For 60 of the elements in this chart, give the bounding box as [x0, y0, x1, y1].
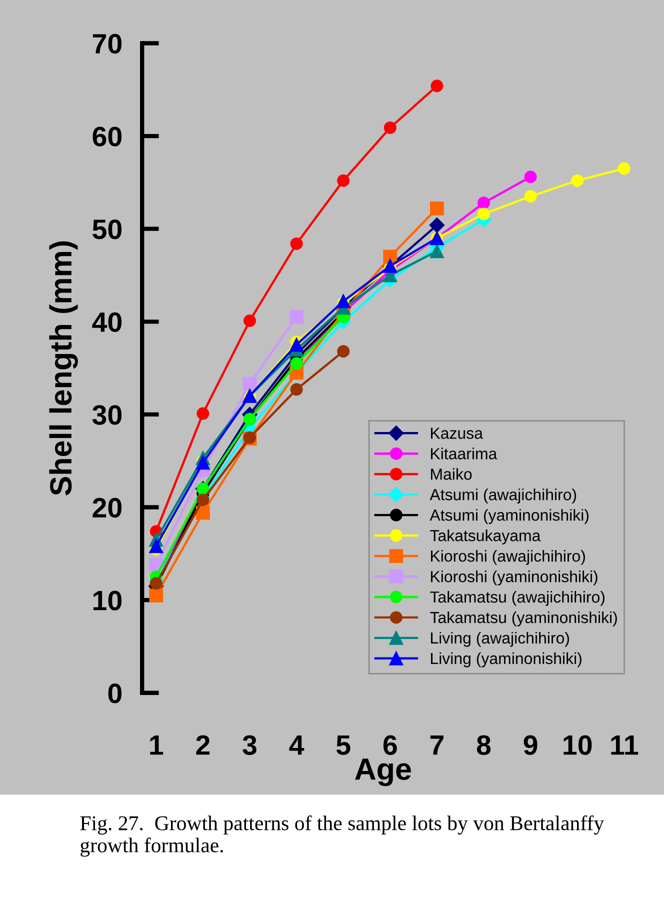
point — [429, 218, 445, 233]
x-tick-label: 11 — [611, 736, 638, 755]
point — [571, 174, 584, 187]
y-tick-label: 50 — [92, 220, 122, 240]
legend-label: Living (yaminonishiki) — [431, 652, 582, 668]
point — [478, 196, 490, 210]
point — [337, 174, 350, 187]
x-tick-label: 1 — [150, 736, 164, 755]
point — [242, 376, 257, 391]
point — [430, 80, 444, 92]
x-tick-label: 7 — [430, 736, 444, 755]
point — [196, 456, 210, 470]
point — [196, 506, 210, 520]
y-tick-label: 70 — [92, 34, 122, 54]
point — [337, 345, 350, 358]
legend-label: Takatsukayama — [430, 530, 541, 544]
x-tick-label: 2 — [196, 735, 210, 755]
legend-label: Atsumi (awajichihiro) — [430, 488, 576, 504]
x-tick-label: 3 — [242, 735, 256, 755]
x-tick-label: 4 — [289, 736, 304, 755]
point — [290, 310, 304, 324]
legend-label: Kioroshi (awajichihiro) — [431, 550, 585, 565]
point — [149, 588, 164, 602]
x-tick-label: 5 — [336, 736, 350, 755]
point — [524, 170, 537, 184]
y-tick-label: 40 — [92, 312, 122, 332]
point — [290, 237, 303, 250]
legend-label: Kioroshi (yaminonishiki) — [431, 570, 598, 586]
legend-label: Takamatsu (awajichihiro) — [430, 590, 604, 606]
caption: Fig. 27. Growth patterns of the sample lots by von Bertalanffy growth formulae. — [80, 815, 604, 857]
point — [243, 314, 256, 327]
legend-label: Atsumi (yaminonishiki) — [430, 509, 588, 524]
y-tick-label: 20 — [92, 498, 122, 518]
point — [149, 539, 164, 554]
y-tick-label: 30 — [92, 405, 122, 425]
y-axis-title: Shell length (mm) — [49, 241, 78, 496]
point — [478, 208, 490, 220]
legend-label: Takamatsu (yaminonishiki) — [430, 611, 617, 626]
x-tick-label: 6 — [383, 735, 397, 755]
x-axis-title: Age — [355, 758, 411, 786]
point — [384, 121, 396, 134]
point — [430, 201, 444, 216]
y-tick-label: 10 — [94, 590, 122, 610]
x-tick-label: 9 — [524, 735, 538, 755]
legend-label: Kazusa — [431, 428, 483, 439]
x-tick-label: 8 — [476, 735, 491, 755]
point — [618, 162, 630, 175]
legend-label: Maiko — [431, 468, 472, 480]
legend-label: Kitaarima — [431, 448, 498, 460]
point — [524, 190, 537, 203]
point — [290, 383, 303, 396]
point — [336, 294, 350, 308]
point — [196, 494, 210, 506]
x-tick-label: 10 — [564, 735, 592, 755]
y-tick-label: 60 — [92, 126, 122, 146]
point — [196, 407, 210, 420]
y-tick-label: 0 — [108, 684, 122, 704]
point — [290, 338, 304, 352]
point — [430, 244, 444, 258]
legend-label: Living (awajichihiro) — [431, 632, 569, 647]
